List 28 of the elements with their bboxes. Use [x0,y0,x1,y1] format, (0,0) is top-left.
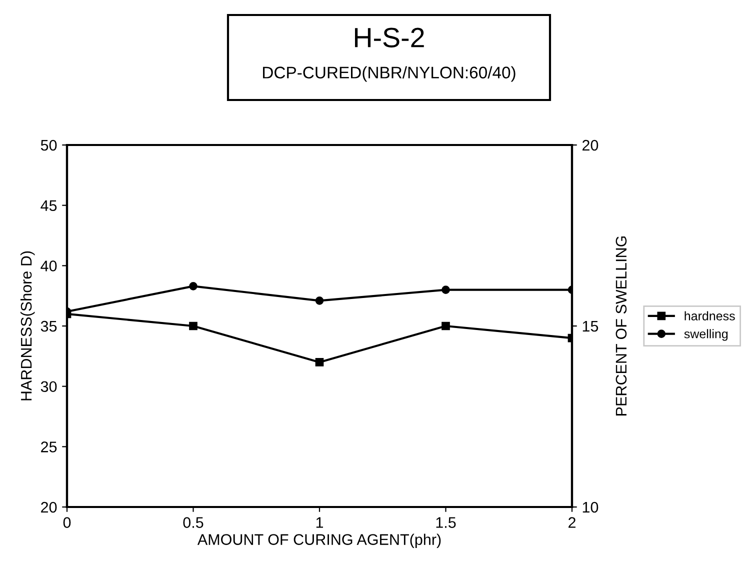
y-tick-label: 25 [41,442,57,452]
y-axis-title: HARDNESS(Shore D) [20,251,35,400]
y-tick-label: 35 [40,320,57,332]
x-tick-label: 1.5 [436,517,456,528]
legend-label: swelling [684,329,728,341]
chart-subtitle: DCP-CURED(NBR/NYLON:60/40) [263,66,516,82]
point [189,322,198,330]
point [315,296,324,305]
y2-tick-label: 10 [582,502,598,513]
y-tick-label: 30 [40,381,57,392]
y-tick-label: 45 [40,200,57,212]
y-tick-label: 50 [40,140,57,151]
y-tick-label: 20 [41,502,57,513]
y2-tick-label: 15 [582,321,598,332]
x-tick-label: 0.5 [183,517,204,528]
point [315,358,324,366]
chart-title: H-S-2 [355,28,424,48]
y-tick-label: 40 [40,260,57,272]
x-tick-label: 2 [568,517,576,528]
x-tick-label: 0 [63,517,71,528]
y2-axis-title: PERCENT OF SWELLING [616,236,627,416]
point [442,322,450,330]
x-tick-label: 1 [316,517,324,528]
x-axis-title: AMOUNT OF CURING AGENT(phr) [197,534,441,548]
point [189,282,198,290]
legend-label: hardness [684,311,735,320]
y2-tick-label: 20 [582,140,598,151]
point [442,286,450,294]
